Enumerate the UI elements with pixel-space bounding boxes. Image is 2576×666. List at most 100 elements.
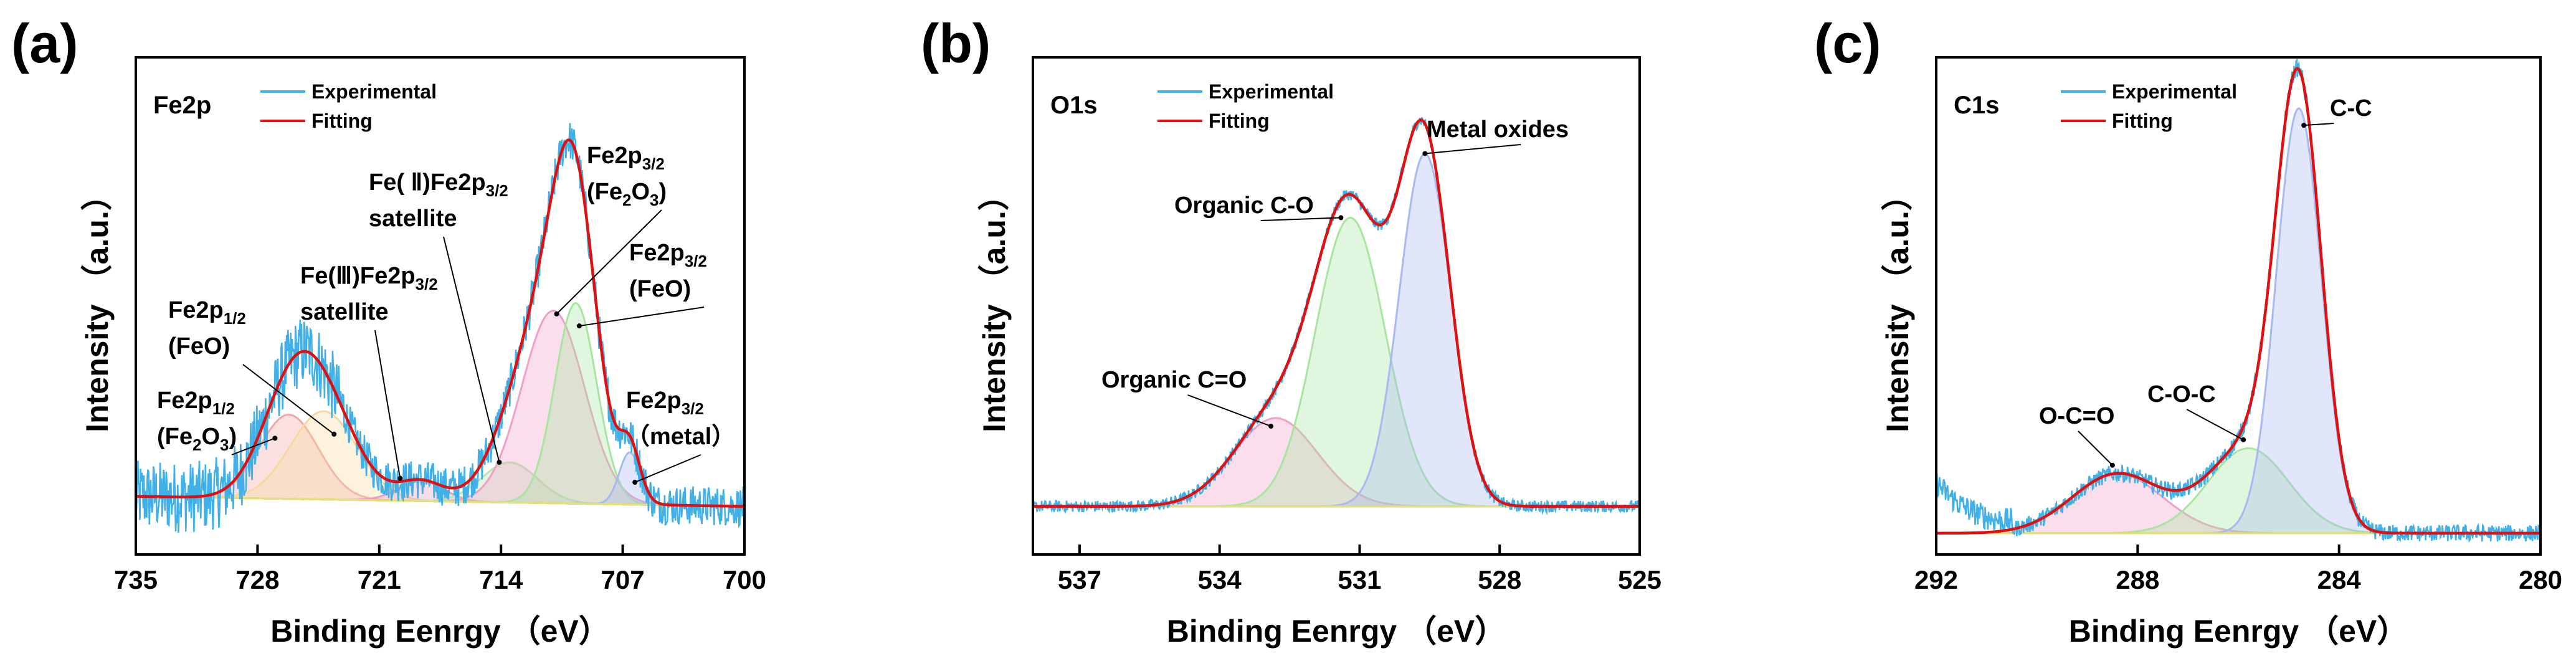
- x-tick-label: 728: [235, 565, 279, 594]
- annotation-arrow: [242, 364, 335, 435]
- annotation-label: (Fe2O3): [587, 179, 667, 209]
- annotation-subscript: 3/2: [685, 252, 707, 270]
- annotation-subscript: 3/2: [416, 275, 438, 293]
- annotation-subscript: 3: [220, 435, 229, 454]
- annotation-label: Metal oxides: [1427, 117, 1569, 143]
- x-tick-label: 280: [2519, 565, 2562, 594]
- x-tick-label: 534: [1198, 565, 1242, 594]
- plot-frame: [1032, 56, 1641, 556]
- annotation-arrowhead: [497, 459, 502, 465]
- x-tick-label: 707: [601, 565, 645, 594]
- annotation-arrowhead: [632, 480, 638, 485]
- legend-experimental-label: Experimental: [2112, 80, 2237, 103]
- annotation-label: Fe2p3/2: [587, 143, 665, 173]
- annotation-arrow: [2078, 431, 2113, 466]
- legend-fitting-label: Fitting: [1209, 110, 1270, 132]
- annotation-arrow: [374, 330, 401, 478]
- annotation-label: Fe2p3/2: [626, 388, 704, 418]
- annotation-arrow: [634, 454, 701, 483]
- panel-a: (a) 735 728 721 714 707 700 Binding Eenrgy （eV）…: [11, 12, 766, 649]
- annotation-label: Fe( Ⅱ)Fe2p3/2: [369, 169, 508, 200]
- legend-experimental-label: Experimental: [311, 80, 437, 103]
- annotation-label: Fe2p3/2: [629, 240, 707, 270]
- x-tick-label: 525: [1618, 565, 1661, 594]
- panel-letter: (b): [921, 12, 991, 74]
- annotation-label: C-C: [2330, 95, 2372, 121]
- y-axis-title: Intensity （a.u.）: [80, 179, 115, 432]
- legend-fitting-label: Fitting: [2112, 110, 2173, 132]
- annotation-arrow: [2186, 409, 2244, 440]
- annotation-arrowhead: [1422, 151, 1428, 156]
- annotation-arrowhead: [1268, 424, 1274, 429]
- panel-c: (c) 292 288 284 280 Binding Eenrgy （eV） Intens…: [1814, 12, 2562, 649]
- annotation-arrow: [556, 209, 662, 315]
- core-level-label: C1s: [1954, 92, 1999, 119]
- annotation-label: Fe2p1/2: [168, 297, 246, 328]
- plot-frame: [1935, 56, 2542, 556]
- annotation-label: satellite: [300, 299, 389, 325]
- annotation-label: O-C=O: [2039, 403, 2114, 429]
- annotation-subscript: 2: [192, 435, 201, 454]
- annotation-arrowhead: [397, 475, 403, 481]
- core-level-label: Fe2p: [153, 92, 211, 119]
- annotation-label: Organic C=O: [1101, 367, 1247, 393]
- annotation-part: O: [631, 179, 650, 205]
- annotation-label: (Fe2O3): [157, 424, 237, 454]
- annotation-part: ): [659, 179, 667, 205]
- annotation-arrowhead: [272, 435, 278, 441]
- annotation-label: (FeO): [168, 333, 230, 359]
- annotation-arrow: [1260, 217, 1341, 221]
- annotation-arrowhead: [554, 311, 559, 316]
- annotation-arrowhead: [576, 323, 582, 329]
- x-tick-label: 531: [1338, 565, 1381, 594]
- annotation-label: （metal）: [626, 424, 735, 450]
- annotation-subscript: 3: [650, 191, 658, 209]
- annotation-label: Fe2p1/2: [157, 388, 235, 418]
- annotation-label: C-O-C: [2147, 381, 2216, 407]
- annotation-arrow: [1425, 144, 1521, 155]
- annotation-arrow: [443, 236, 500, 463]
- annotation-arrowhead: [331, 431, 337, 437]
- annotation-subscript: 3/2: [486, 181, 508, 200]
- x-tick-label: 714: [479, 565, 523, 594]
- annotation-arrowhead: [2109, 462, 2115, 468]
- core-level-label: O1s: [1050, 92, 1098, 119]
- annotation-arrowhead: [2301, 123, 2307, 128]
- annotation-part: ): [229, 424, 237, 450]
- x-tick-label: 288: [2116, 565, 2159, 594]
- annotation-label: Fe(Ⅲ)Fe2p3/2: [300, 263, 438, 293]
- annotation-subscript: 1/2: [212, 399, 235, 418]
- panel-b: (b) 537 534 531 528 525 Binding Eenrgy （eV） Int…: [921, 12, 1661, 649]
- annotation-subscript: 1/2: [224, 309, 246, 328]
- y-axis-title: Intensity （a.u.）: [977, 179, 1012, 432]
- annotation-label: satellite: [369, 206, 457, 232]
- x-axis-title: Binding Eenrgy （eV）: [2069, 614, 2408, 649]
- annotation-arrow: [1187, 394, 1271, 427]
- annotation-label: (FeO): [629, 276, 691, 302]
- experimental-series: [1935, 58, 2542, 543]
- fitting-series: [1033, 118, 1640, 508]
- legend-experimental-label: Experimental: [1209, 80, 1334, 103]
- y-axis-title: Intensity （a.u.）: [1880, 179, 1915, 432]
- panel-letter: (c): [1814, 12, 1881, 74]
- annotation-subscript: 3/2: [682, 399, 704, 418]
- annotation-arrow: [231, 437, 275, 455]
- fit-component-2: [1033, 217, 1640, 508]
- x-tick-label: 284: [2317, 565, 2362, 594]
- legend-fitting-label: Fitting: [311, 110, 373, 132]
- annotation-subscript: 2: [622, 191, 631, 209]
- x-tick-label: 537: [1058, 565, 1101, 594]
- x-axis-title: Binding Eenrgy （eV）: [1167, 614, 1506, 649]
- annotation-arrowhead: [2241, 437, 2246, 442]
- annotation-arrowhead: [1338, 215, 1344, 221]
- x-axis-title: Binding Eenrgy （eV）: [270, 614, 610, 649]
- annotation-label: Organic C-O: [1174, 193, 1314, 219]
- fitting-series: [136, 138, 745, 508]
- x-tick-label: 292: [1914, 565, 1958, 594]
- annotation-subscript: 3/2: [642, 155, 665, 173]
- x-tick-label: 528: [1478, 565, 1521, 594]
- x-tick-label: 721: [358, 565, 401, 594]
- x-tick-label: 735: [114, 565, 158, 594]
- annotation-arrow: [579, 307, 705, 327]
